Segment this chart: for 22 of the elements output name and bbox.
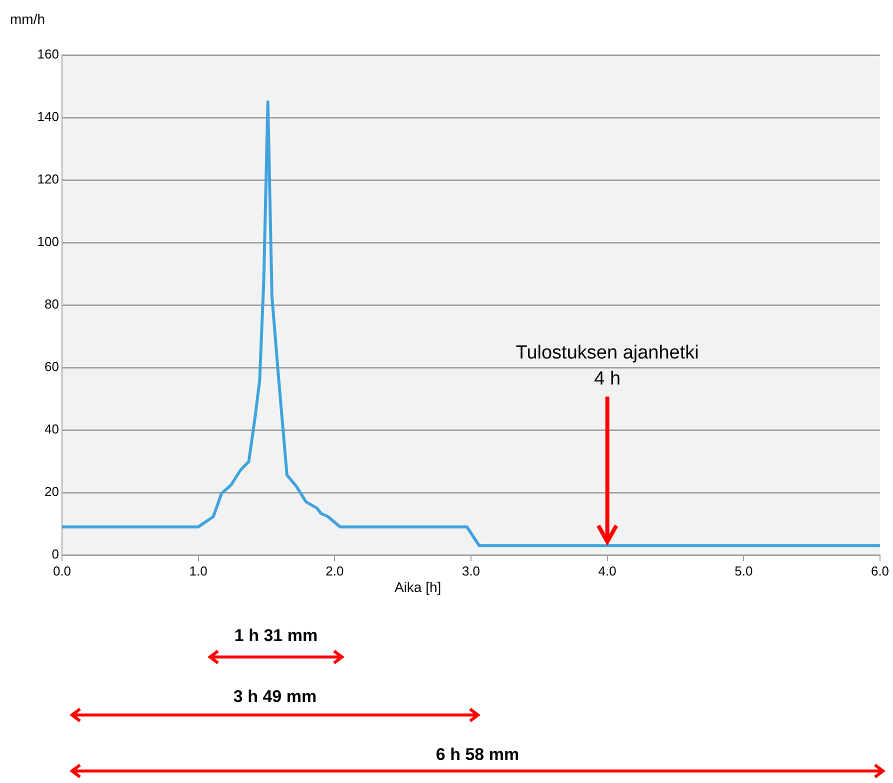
y-tick-label: 160 (37, 46, 59, 62)
y-tick-label: 120 (37, 172, 59, 187)
y-tick-label: 60 (44, 359, 59, 374)
y-axis-title: mm/h (10, 10, 45, 27)
x-tick-label: 1.0 (189, 563, 208, 578)
text: 1 h 31 mm (234, 626, 318, 646)
x-tick-label: 2.0 (326, 563, 344, 578)
y-tick-label: 0 (52, 546, 59, 562)
annotation: Tulostuksen ajanhetki 4 h (516, 342, 699, 390)
x-tick-label: 4.0 (598, 563, 616, 578)
y-tick-label: 20 (44, 484, 59, 500)
text: 6 h 58 mm (436, 745, 520, 765)
y-tick-label: 100 (37, 234, 59, 250)
y-tick-label: 80 (44, 296, 59, 312)
x-tick-label: 6.0 (870, 563, 890, 578)
x-tick-label: 3.0 (462, 563, 480, 578)
text: 3 h 49 mm (233, 687, 317, 707)
x-axis-title: Aika [h] (394, 578, 442, 595)
x-tick-label: 5.0 (734, 563, 753, 578)
y-tick-label: 40 (44, 422, 59, 437)
y-tick-label: 140 (37, 109, 59, 124)
x-tick-label: 0.0 (52, 563, 72, 578)
